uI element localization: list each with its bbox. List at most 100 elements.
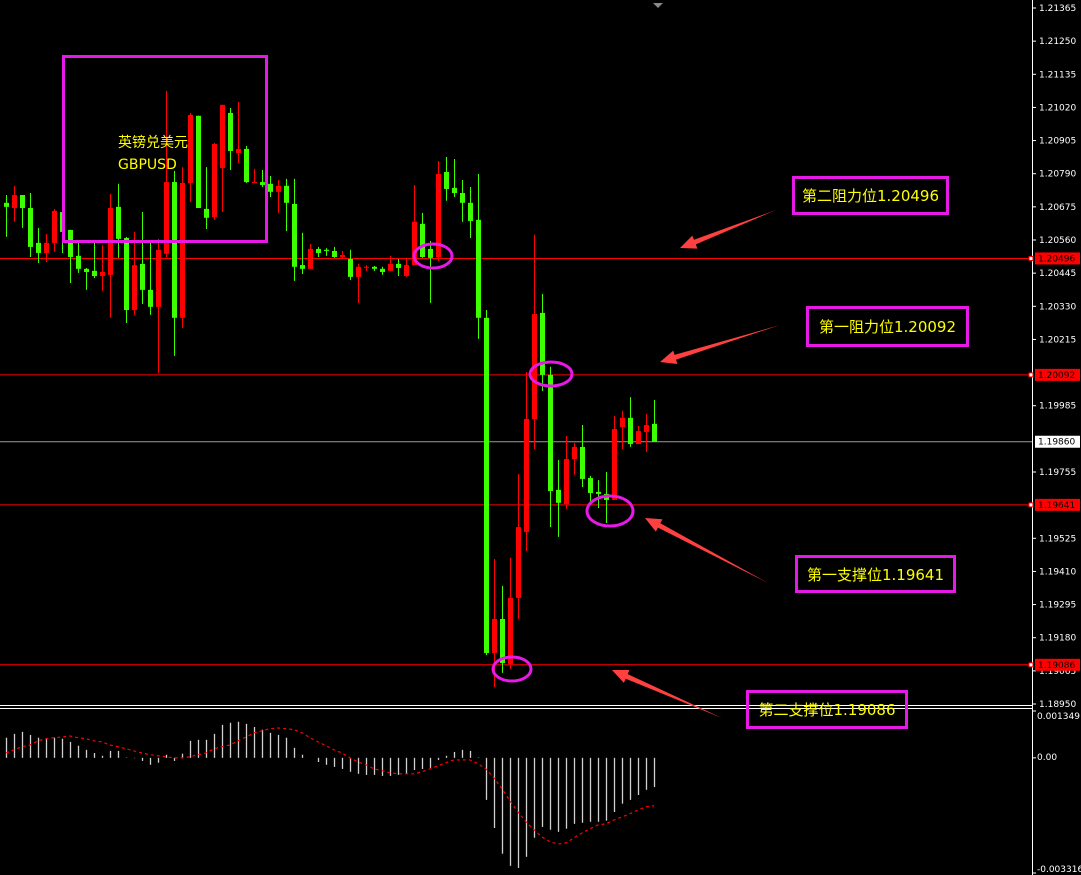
candle-body (484, 317, 489, 653)
candle (180, 167, 185, 328)
candle (588, 476, 593, 502)
price-tick-label: 1.19755 (1039, 468, 1076, 478)
candle-body (140, 263, 145, 290)
candle-body (236, 148, 241, 153)
candle-body (548, 374, 553, 492)
candle (260, 169, 265, 187)
symbol-title-cn: 英镑兑美元 (118, 135, 188, 151)
highlight-ellipse (528, 360, 574, 388)
candle-body (372, 266, 377, 269)
level-price-tag (1035, 252, 1080, 265)
candle-body (116, 206, 121, 239)
price-tick-label: 1.21250 (1039, 37, 1076, 47)
candle-body (404, 265, 409, 277)
candle-body (556, 489, 561, 503)
candle (116, 183, 121, 258)
candle-body (300, 265, 305, 269)
arrow-icon (660, 325, 780, 364)
macd-tick-label: 0.00 (1037, 753, 1057, 763)
candle (428, 240, 433, 303)
candle (164, 91, 169, 258)
resistance-1-label: 第一阻力位1.20092 (806, 306, 969, 347)
price-tick-label: 1.20215 (1039, 335, 1076, 345)
price-tick-label: 1.20790 (1039, 170, 1076, 180)
candle-body (572, 446, 577, 460)
candle (460, 180, 465, 222)
candle (580, 425, 585, 487)
price-tick-label: 1.19410 (1039, 567, 1076, 577)
candle-body (100, 271, 105, 277)
candle (212, 142, 217, 220)
candle (540, 293, 545, 392)
price-tick-label: 1.20445 (1039, 269, 1076, 279)
candle (476, 174, 481, 339)
candle (236, 101, 241, 164)
candle-body (44, 242, 49, 253)
level-handle[interactable] (1028, 372, 1034, 378)
candle (420, 212, 425, 258)
level-handle[interactable] (1028, 255, 1034, 261)
candle (28, 193, 33, 258)
candle (172, 170, 177, 356)
candle-body (396, 263, 401, 268)
candle (132, 231, 137, 315)
candle (140, 212, 145, 304)
candle (252, 168, 257, 184)
candle (20, 195, 25, 228)
candle (572, 442, 577, 475)
candle (356, 263, 361, 303)
chart-shift-marker-icon[interactable] (653, 3, 663, 8)
candle-body (228, 112, 233, 151)
candle (388, 255, 393, 271)
candle-body (212, 144, 217, 217)
candle (444, 156, 449, 201)
candle-body (188, 114, 193, 183)
candle (84, 267, 89, 290)
candle (380, 266, 385, 275)
candle (292, 178, 297, 281)
candle-body (588, 478, 593, 494)
candle-body (612, 429, 617, 500)
arrow-icon (645, 518, 768, 583)
candle-body (324, 249, 329, 251)
candle-body (220, 104, 225, 168)
price-tick-label: 1.20330 (1039, 302, 1076, 312)
candle-body (540, 312, 545, 375)
price-tick-label: 1.19065 (1039, 667, 1076, 677)
candle-body (564, 459, 569, 504)
candle (220, 104, 225, 213)
support-1-label: 第一支撑位1.19641 (795, 555, 956, 593)
price-tick-label: 1.21135 (1039, 70, 1076, 80)
candle (244, 146, 249, 183)
candle-body (444, 171, 449, 189)
candle (12, 185, 17, 222)
annotation-shapes (412, 3, 780, 718)
candle-body (380, 268, 385, 272)
candle (348, 249, 353, 281)
candle-body (580, 446, 585, 479)
candle-body (268, 183, 273, 192)
level-price-tag-text: 1.19086 (1038, 661, 1075, 671)
level-handle[interactable] (1028, 502, 1034, 508)
candle (52, 208, 57, 252)
candle-body (132, 265, 137, 311)
candle-body (468, 202, 473, 221)
candle-body (180, 182, 185, 318)
candle-body (316, 248, 321, 253)
candle-body (348, 259, 353, 277)
level-price-tag-text: 1.20496 (1038, 254, 1075, 264)
macd-tick-label: 0.001349 (1037, 712, 1080, 722)
level-handle[interactable] (1028, 662, 1034, 668)
candle (188, 112, 193, 202)
candle-body (36, 242, 41, 253)
candle-body (28, 208, 33, 247)
candle (204, 167, 209, 230)
candle (556, 459, 561, 537)
candle-body (92, 270, 97, 277)
candle (372, 265, 377, 271)
candles (4, 91, 657, 687)
candle-body (292, 203, 297, 267)
candle-body (428, 248, 433, 258)
candle-body (196, 115, 201, 209)
